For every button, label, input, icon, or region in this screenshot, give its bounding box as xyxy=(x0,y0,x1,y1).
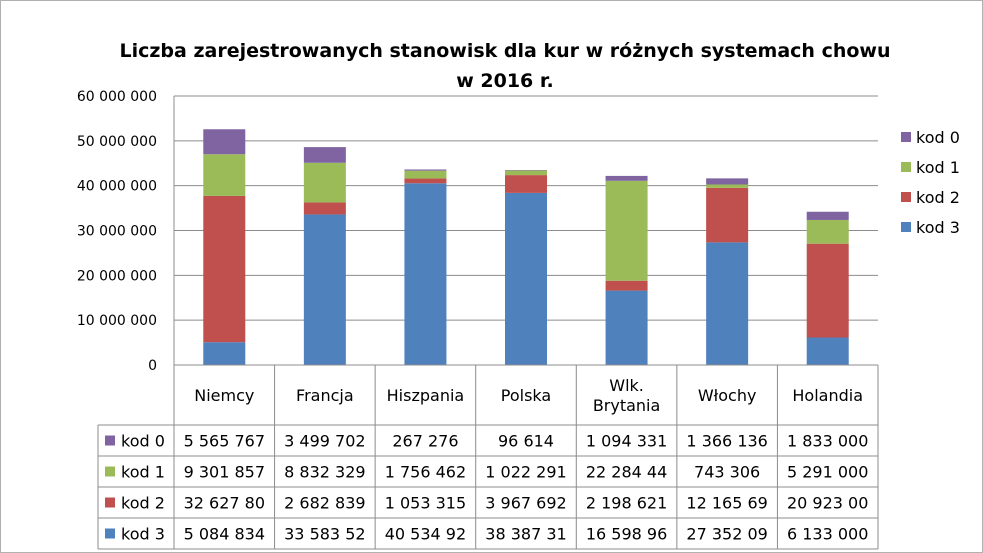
bar-segment xyxy=(806,219,849,244)
legend-swatch xyxy=(901,132,911,142)
bar-segment xyxy=(203,154,246,196)
bar-segment xyxy=(303,147,346,163)
bar-segment xyxy=(203,342,246,365)
y-tick-label: 0 xyxy=(148,358,157,374)
legend-swatch xyxy=(901,192,911,202)
table-cell-value: 20 923 00 xyxy=(787,494,868,513)
y-tick-label: 10 000 000 xyxy=(77,313,157,329)
bar-segment xyxy=(706,242,749,365)
legend-label: kod 1 xyxy=(916,158,960,177)
legend-swatch xyxy=(901,222,911,232)
table-legend-key xyxy=(105,497,115,508)
table-cell-value: 38 387 31 xyxy=(485,525,566,544)
legend-label: kod 0 xyxy=(916,128,960,147)
bar-segment xyxy=(404,178,447,184)
table-cell-value: 267 276 xyxy=(392,432,458,451)
bar-segment xyxy=(203,195,246,343)
bar-segment xyxy=(605,175,648,181)
bar-segment xyxy=(303,214,346,365)
table-cell-value: 1 094 331 xyxy=(586,432,667,451)
bar-segment xyxy=(806,337,849,365)
category-label: Włochy xyxy=(698,386,757,405)
y-tick-label: 30 000 000 xyxy=(77,224,157,240)
y-tick-label: 60 000 000 xyxy=(77,89,157,105)
bar-segment xyxy=(605,180,648,281)
category-label: Polska xyxy=(501,386,551,405)
bar-segment xyxy=(404,170,447,179)
table-legend-key xyxy=(105,435,115,446)
category-label: Hiszpania xyxy=(387,386,465,405)
table-cell-value: 2 198 621 xyxy=(586,494,667,513)
table-cell-value: 3 967 692 xyxy=(485,494,566,513)
table-cell-value: 9 301 857 xyxy=(184,463,265,482)
category-label: Brytania xyxy=(593,396,661,415)
category-label: Niemcy xyxy=(194,386,254,405)
table-series-label: kod 3 xyxy=(121,525,165,544)
table-cell-value: 6 133 000 xyxy=(787,525,868,544)
table-cell-value: 3 499 702 xyxy=(284,432,365,451)
table-cell-value: 22 284 44 xyxy=(586,463,667,482)
bar-segment xyxy=(605,290,648,365)
table-cell-value: 1 022 291 xyxy=(485,463,566,482)
category-label: Holandia xyxy=(792,386,863,405)
chart-title: Liczba zarejestrowanych stanowisk dla ku… xyxy=(119,40,891,92)
table-cell-value: 1 833 000 xyxy=(787,432,868,451)
table-cell-value: 8 832 329 xyxy=(284,463,365,482)
bar-segment xyxy=(404,169,447,171)
table-cell-value: 40 534 92 xyxy=(385,525,466,544)
y-tick-label: 50 000 000 xyxy=(77,134,157,150)
table-cell-value: 1 366 136 xyxy=(686,432,767,451)
table-series-label: kod 0 xyxy=(121,432,165,451)
table-cell-value: 96 614 xyxy=(498,432,554,451)
bar-segment xyxy=(203,129,246,155)
table-cell-value: 27 352 09 xyxy=(686,525,767,544)
bar-segment xyxy=(706,187,749,243)
table-cell-value: 1 756 462 xyxy=(385,463,466,482)
table-cell-value: 5 084 834 xyxy=(184,525,265,544)
legend-label: kod 3 xyxy=(916,218,960,237)
category-label: Wlk. xyxy=(609,376,644,395)
bar-segment xyxy=(303,162,346,203)
table-cell-value: 5 565 767 xyxy=(184,432,265,451)
table-legend-key xyxy=(105,466,115,477)
bar-segment xyxy=(806,243,849,338)
table-legend-key xyxy=(105,528,115,539)
y-tick-label: 20 000 000 xyxy=(77,268,157,284)
bar-segment xyxy=(505,192,547,365)
table-series-label: kod 1 xyxy=(121,463,165,482)
table-cell-value: 1 053 315 xyxy=(385,494,466,513)
table-cell-value: 33 583 52 xyxy=(284,525,365,544)
table-cell-value: 12 165 69 xyxy=(686,494,767,513)
y-tick-label: 40 000 000 xyxy=(77,179,157,195)
table-cell-value: 2 682 839 xyxy=(284,494,365,513)
bar-segment xyxy=(303,202,346,215)
table-cell-value: 16 598 96 xyxy=(586,525,667,544)
bar-segment xyxy=(806,211,849,220)
table-cell-value: 32 627 80 xyxy=(184,494,265,513)
category-label: Francja xyxy=(296,386,354,405)
bar-segment xyxy=(605,280,648,291)
table-series-label: kod 2 xyxy=(121,494,165,513)
bar-segment xyxy=(505,170,547,176)
table-cell-value: 743 306 xyxy=(694,463,760,482)
bar-segment xyxy=(404,183,447,365)
legend-label: kod 2 xyxy=(916,188,960,207)
bar-segment xyxy=(706,178,749,185)
legend-swatch xyxy=(901,162,911,172)
bar-segment xyxy=(505,175,547,193)
table-cell-value: 5 291 000 xyxy=(787,463,868,482)
bar-segment xyxy=(706,184,749,188)
